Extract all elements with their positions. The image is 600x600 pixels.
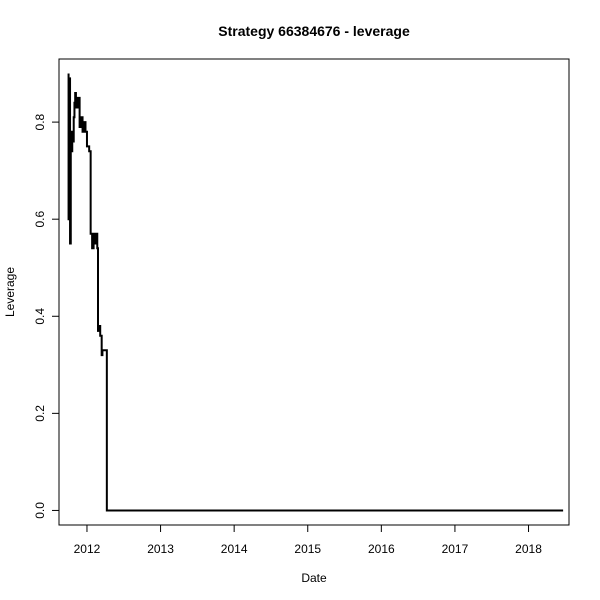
y-tick-label: 0.2 xyxy=(33,405,47,422)
x-axis: 2012 2013 2014 2015 2016 2017 2018 xyxy=(74,524,542,556)
series-layer xyxy=(67,73,564,512)
x-tick-label: 2012 xyxy=(74,542,101,556)
y-tick-label: 0.8 xyxy=(33,113,47,130)
x-axis-label: Date xyxy=(301,571,327,585)
y-tick-label: 0.6 xyxy=(33,211,47,228)
y-tick-label: 0.4 xyxy=(33,308,47,325)
x-tick-label: 2018 xyxy=(515,542,542,556)
x-tick-label: 2014 xyxy=(221,542,248,556)
chart-title: Strategy 66384676 - leverage xyxy=(218,23,410,39)
x-tick-label: 2013 xyxy=(147,542,174,556)
y-axis-label: Leverage xyxy=(3,267,17,317)
x-tick-label: 2016 xyxy=(368,542,395,556)
y-tick-label: 0.0 xyxy=(33,502,47,519)
x-tick-label: 2015 xyxy=(294,542,321,556)
x-tick-label: 2017 xyxy=(442,542,469,556)
plot-frame xyxy=(58,58,570,526)
leverage-series-line xyxy=(67,73,564,512)
y-axis: 0.0 0.2 0.4 0.6 0.8 xyxy=(33,113,60,519)
